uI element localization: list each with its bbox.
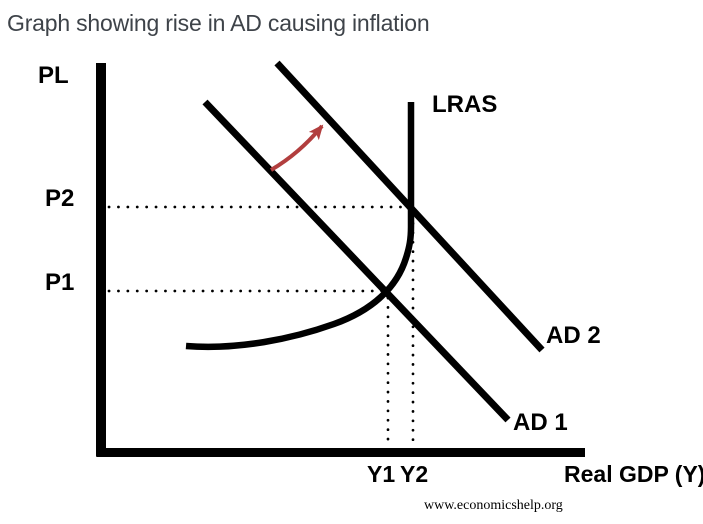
lras-label: LRAS: [432, 91, 497, 118]
watermark: www.economicshelp.org: [424, 498, 563, 513]
p2-label: P2: [45, 185, 74, 212]
ad2-label: AD 2: [546, 322, 601, 349]
page-title: Graph showing rise in AD causing inflati…: [7, 10, 429, 36]
p1-label: P1: [45, 269, 74, 296]
x-axis-label: Real GDP (Y): [564, 461, 703, 487]
ad1-label: AD 1: [513, 409, 568, 436]
ad1-curve: [202, 99, 511, 423]
y2-label: Y2: [400, 461, 428, 487]
lras-curve: [185, 102, 415, 351]
y-axis-label: PL: [38, 62, 69, 89]
y1-label: Y1: [367, 461, 395, 487]
ad-shift-arrow-icon: [269, 124, 324, 172]
